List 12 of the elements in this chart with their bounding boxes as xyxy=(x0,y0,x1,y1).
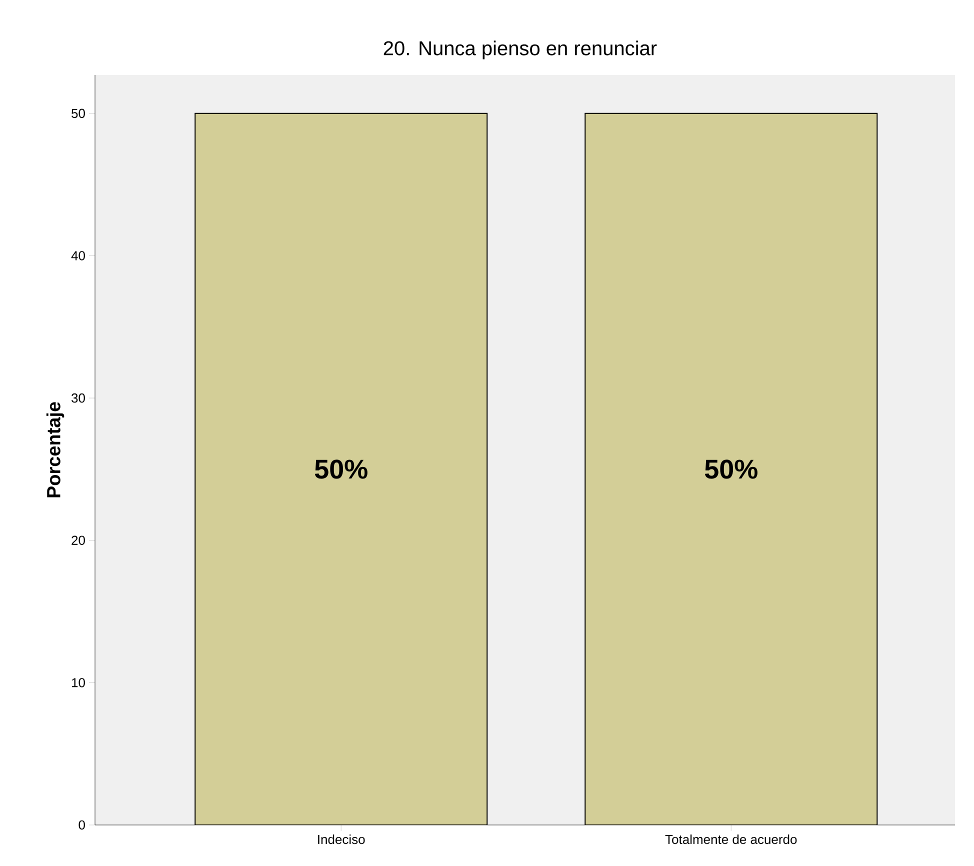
x-tick-label: Totalmente de acuerdo xyxy=(665,834,797,844)
x-tick-label: Indeciso xyxy=(318,834,365,844)
y-tick-label: 50 xyxy=(72,108,85,118)
y-axis-title: Porcentaje xyxy=(46,402,64,498)
y-tick-label: 10 xyxy=(72,678,85,688)
chart-title: 20. Nunca pienso en renunciar xyxy=(384,40,657,60)
data-label: 50% xyxy=(704,460,758,479)
data-label: 50% xyxy=(314,460,368,479)
y-tick-label: 40 xyxy=(71,251,85,260)
y-tick-label: 30 xyxy=(72,393,85,403)
y-tick-label: 20 xyxy=(72,536,85,545)
y-tick-label: 0 xyxy=(78,820,85,830)
